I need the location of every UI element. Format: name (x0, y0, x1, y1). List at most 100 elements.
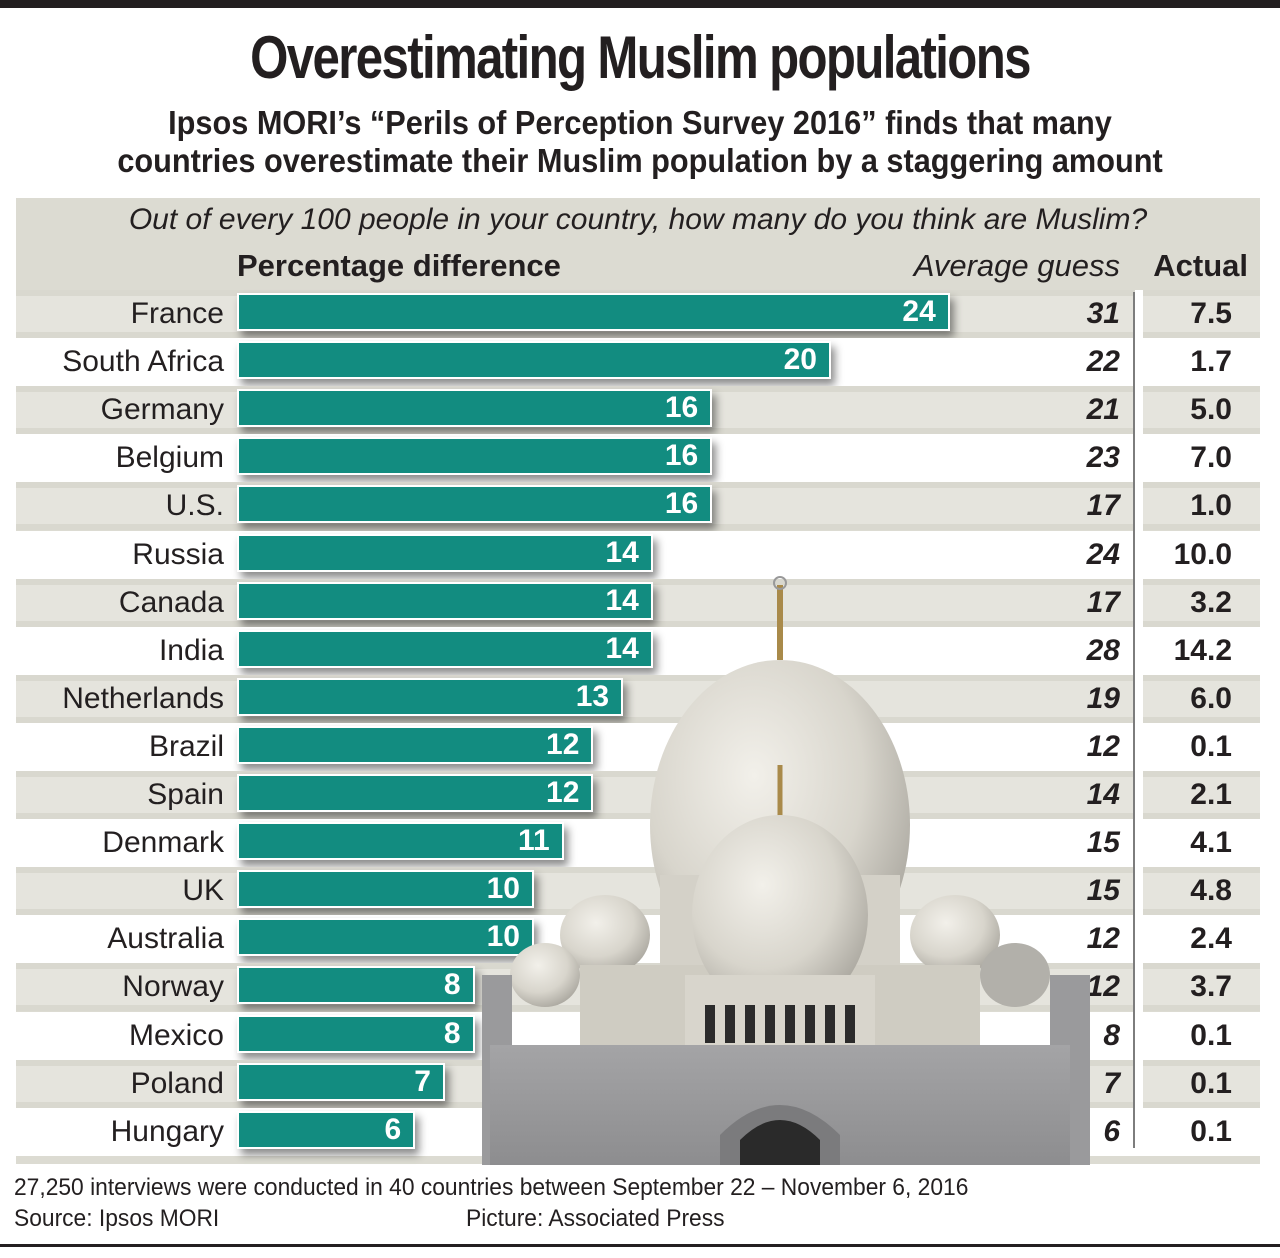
difference-bar: 16 (237, 389, 713, 428)
actual-value: 2.1 (1190, 778, 1232, 811)
bottom-rule (0, 1244, 1280, 1247)
average-guess-value: 7 (1103, 1066, 1120, 1100)
actual-value: 2.4 (1190, 922, 1232, 956)
chart-row: Russia 14 24 10.0 (16, 530, 1260, 579)
country-label: U.S. (165, 489, 224, 523)
difference-value-label: 14 (605, 535, 639, 569)
country-label: Spain (147, 778, 224, 811)
difference-value-label: 8 (443, 968, 461, 1002)
chart-row: Spain 12 14 2.1 (16, 771, 1260, 819)
difference-value-label: 11 (517, 824, 550, 858)
actual-value: 6.0 (1190, 681, 1232, 715)
difference-value-label: 12 (546, 727, 580, 761)
difference-value-label: 16 (664, 391, 699, 425)
actual-value: 7.0 (1190, 441, 1232, 475)
average-guess-value: 28 (1086, 633, 1120, 667)
country-label: Netherlands (62, 681, 224, 715)
average-guess-value: 12 (1086, 729, 1120, 763)
average-guess-value: 17 (1086, 585, 1120, 619)
difference-value-label: 6 (384, 1112, 402, 1146)
average-guess-value: 19 (1086, 681, 1120, 715)
average-guess-value: 15 (1086, 874, 1120, 908)
average-guess-value: 8 (1103, 1018, 1120, 1052)
column-divider (1133, 292, 1135, 1148)
country-label: India (158, 633, 224, 667)
difference-bar: 7 (237, 1062, 445, 1101)
chart-row: India 14 28 14.2 (16, 626, 1260, 675)
actual-value: 14.2 (1173, 633, 1232, 667)
column-gap (1135, 290, 1143, 1154)
actual-value: 0.1 (1190, 1018, 1232, 1052)
actual-value: 3.7 (1190, 970, 1232, 1004)
difference-value-label: 10 (486, 872, 520, 906)
country-label: Belgium (115, 441, 224, 475)
average-guess-value: 17 (1086, 489, 1120, 523)
chart-row: Netherlands 13 19 6.0 (16, 674, 1260, 723)
chart-row: Brazil 12 12 0.1 (16, 722, 1260, 771)
actual-value: 10.0 (1173, 537, 1232, 571)
country-label: Australia (107, 922, 224, 956)
country-label: Denmark (102, 826, 224, 860)
difference-bar: 10 (237, 870, 534, 909)
chart-row: Norway 8 12 3.7 (16, 963, 1260, 1012)
column-header-difference: Percentage difference (237, 248, 561, 283)
country-label: UK (182, 874, 224, 908)
top-rule (0, 0, 1280, 8)
chart-title: Overestimating Muslim populations (250, 24, 1031, 91)
chart-row: UK 10 15 4.8 (16, 867, 1260, 916)
chart-row: Canada 14 17 3.2 (16, 578, 1260, 627)
average-guess-value: 6 (1103, 1114, 1120, 1148)
actual-value: 1.7 (1190, 345, 1232, 379)
difference-value-label: 16 (664, 439, 699, 473)
difference-value-label: 10 (486, 920, 520, 954)
difference-value-label: 14 (605, 631, 639, 665)
difference-value-label: 20 (783, 343, 817, 377)
difference-value-label: 16 (664, 487, 699, 521)
chart-row: Australia 10 12 2.4 (16, 915, 1260, 964)
difference-value-label: 14 (605, 583, 639, 617)
difference-value-label: 8 (443, 1016, 461, 1050)
difference-bar: 20 (237, 341, 831, 380)
difference-value-label: 12 (546, 776, 580, 809)
actual-value: 1.0 (1190, 489, 1232, 523)
difference-bar: 14 (237, 533, 653, 572)
actual-value: 3.2 (1190, 585, 1232, 619)
column-header-average-guess: Average guess (913, 248, 1120, 283)
country-label: Hungary (110, 1114, 224, 1148)
chart-row: Poland 7 7 0.1 (16, 1059, 1260, 1108)
average-guess-value: 21 (1086, 393, 1120, 427)
footnote-picture-credit: Picture: Associated Press (466, 1205, 725, 1232)
actual-value: 7.5 (1190, 297, 1232, 330)
chart-row: U.S. 16 17 1.0 (16, 482, 1260, 531)
difference-value-label: 7 (414, 1064, 431, 1098)
actual-value: 0.1 (1190, 1066, 1232, 1100)
difference-bar: 16 (237, 485, 713, 524)
difference-bar: 8 (237, 966, 475, 1005)
chart-row: Germany 16 21 5.0 (16, 386, 1260, 435)
difference-bar: 14 (237, 629, 653, 668)
difference-bar: 10 (237, 918, 534, 957)
survey-question: Out of every 100 people in your country,… (128, 203, 1148, 236)
average-guess-value: 15 (1086, 826, 1120, 860)
chart-row: South Africa 20 22 1.7 (16, 338, 1260, 387)
chart-row: Belgium 16 23 7.0 (16, 434, 1260, 483)
chart-row: France 24 31 7.5 (16, 290, 1260, 338)
footnote-source: Source: Ipsos MORI (14, 1205, 220, 1232)
country-label: Canada (118, 585, 224, 619)
actual-value: 4.8 (1190, 874, 1232, 908)
chart-row: Denmark 11 15 4.1 (16, 819, 1260, 868)
average-guess-value: 31 (1086, 297, 1120, 330)
subtitle-line-2: countries overestimate their Muslim popu… (117, 142, 1163, 179)
actual-value: 0.1 (1190, 729, 1232, 763)
average-guess-value: 12 (1086, 970, 1120, 1004)
subtitle-line-1: Ipsos MORI’s “Perils of Perception Surve… (168, 104, 1112, 141)
actual-value: 5.0 (1190, 393, 1232, 427)
chart-row: Hungary 6 6 0.1 (16, 1107, 1260, 1156)
country-label: South Africa (62, 345, 224, 379)
difference-bar: 14 (237, 581, 653, 620)
country-label: Mexico (128, 1018, 224, 1052)
average-guess-value: 12 (1086, 922, 1120, 956)
difference-bar: 6 (237, 1110, 416, 1149)
chart-subtitle: Ipsos MORI’s “Perils of Perception Surve… (45, 104, 1235, 180)
actual-value: 4.1 (1190, 826, 1232, 860)
